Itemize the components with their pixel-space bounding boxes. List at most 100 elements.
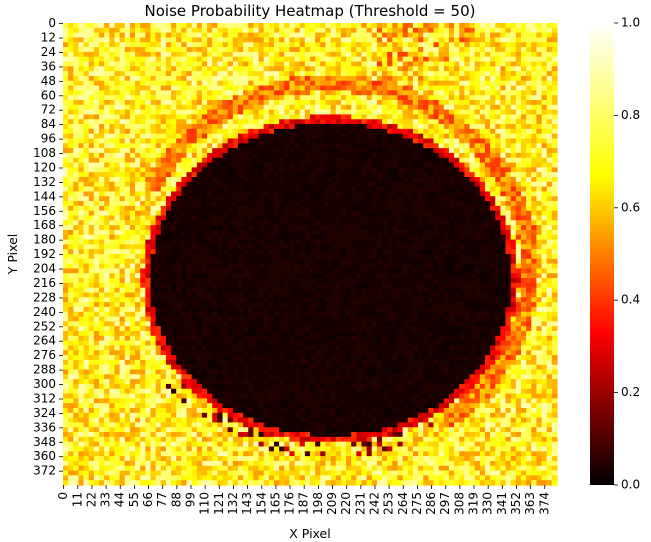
heatmap-cell: [546, 75, 553, 82]
heatmap-cell: [73, 167, 80, 173]
heatmap-cell: [330, 124, 337, 130]
heatmap-cell: [351, 143, 357, 149]
heatmap-cell: [412, 23, 419, 29]
heatmap-cell: [129, 119, 136, 125]
heatmap-cell: [78, 47, 85, 53]
heatmap-cell: [299, 23, 306, 29]
heatmap-cell: [448, 71, 455, 77]
heatmap-cell: [207, 225, 213, 231]
heatmap-cell: [423, 85, 429, 91]
heatmap-cell: [351, 100, 357, 106]
heatmap-cell: [315, 114, 321, 120]
heatmap-cell: [232, 75, 239, 82]
heatmap-cell: [279, 80, 285, 87]
heatmap-cell: [268, 249, 275, 255]
heatmap-cell: [299, 201, 306, 207]
heatmap-cell: [104, 100, 110, 106]
heatmap-cell: [361, 138, 368, 144]
heatmap-cell: [351, 234, 357, 241]
heatmap-cell: [505, 90, 512, 96]
heatmap-cell: [356, 95, 363, 101]
heatmap-cell: [520, 215, 527, 221]
heatmap-cell: [320, 148, 327, 154]
heatmap-cell: [433, 268, 440, 274]
heatmap-cell: [479, 128, 486, 135]
heatmap-cell: [237, 56, 244, 63]
heatmap-cell: [536, 186, 543, 193]
heatmap-cell: [526, 143, 532, 149]
heatmap-cell: [268, 100, 275, 106]
heatmap-cell: [191, 172, 198, 178]
heatmap-cell: [412, 61, 419, 67]
heatmap-cell: [433, 172, 440, 178]
heatmap-cell: [484, 27, 491, 34]
heatmap-cell: [459, 143, 465, 149]
heatmap-cell: [371, 186, 378, 193]
heatmap-cell: [335, 42, 342, 48]
heatmap-cell: [73, 75, 80, 82]
heatmap-cell: [186, 172, 193, 178]
heatmap-cell: [222, 23, 229, 29]
heatmap-cell: [443, 47, 450, 53]
heatmap-cell: [335, 143, 342, 149]
heatmap-cell: [397, 133, 404, 140]
heatmap-cell: [387, 27, 393, 34]
heatmap-cell: [423, 51, 429, 58]
heatmap-cell: [119, 167, 126, 173]
heatmap-cell: [201, 143, 208, 149]
heatmap-cell: [201, 215, 208, 221]
heatmap-cell: [135, 71, 141, 77]
heatmap-cell: [83, 254, 90, 260]
heatmap-cell: [140, 75, 146, 82]
heatmap-cell: [78, 109, 85, 116]
heatmap-cell: [520, 124, 527, 130]
heatmap-cell: [443, 220, 450, 226]
heatmap-cell: [541, 143, 548, 149]
heatmap-cell: [515, 124, 522, 130]
heatmap-cell: [124, 186, 131, 193]
heatmap-cell: [248, 85, 254, 91]
heatmap-cell: [315, 42, 321, 48]
heatmap-cell: [423, 47, 429, 53]
heatmap-cell: [448, 254, 455, 260]
heatmap-cell: [325, 56, 332, 63]
heatmap-cell: [78, 23, 85, 29]
heatmap-cell: [243, 148, 249, 154]
heatmap-cell: [330, 114, 337, 120]
heatmap-cell: [551, 119, 558, 125]
heatmap-cell: [495, 32, 501, 39]
heatmap-cell: [505, 225, 512, 231]
heatmap-cell: [83, 37, 90, 43]
heatmap-cell: [135, 80, 141, 87]
heatmap-cell: [253, 119, 260, 125]
heatmap-cell: [299, 196, 306, 202]
heatmap-cell: [500, 51, 507, 58]
heatmap-cell: [227, 128, 234, 135]
heatmap-cell: [310, 210, 316, 217]
heatmap-cell: [165, 215, 172, 221]
heatmap-cell: [171, 157, 177, 164]
heatmap-cell: [93, 172, 100, 178]
heatmap-cell: [176, 47, 182, 53]
heatmap-cell: [397, 27, 404, 34]
heatmap-cell: [459, 138, 465, 144]
heatmap-cell: [212, 186, 218, 193]
heatmap-cell: [520, 191, 527, 197]
heatmap-cell: [258, 157, 265, 164]
heatmap-cell: [279, 225, 285, 231]
heatmap-cell: [448, 258, 455, 265]
heatmap-cell: [397, 191, 404, 197]
heatmap-cell: [186, 100, 193, 106]
heatmap-cell: [469, 32, 476, 39]
heatmap-cell: [464, 27, 471, 34]
heatmap-cell: [510, 254, 517, 260]
heatmap-cell: [361, 32, 368, 39]
heatmap-cell: [93, 37, 100, 43]
heatmap-cell: [397, 124, 404, 130]
heatmap-cell: [371, 71, 378, 77]
heatmap-cell: [520, 210, 527, 217]
heatmap-cell: [222, 75, 229, 82]
heatmap-cell: [484, 220, 491, 226]
heatmap-cell: [140, 249, 146, 255]
heatmap-cell: [448, 225, 455, 231]
